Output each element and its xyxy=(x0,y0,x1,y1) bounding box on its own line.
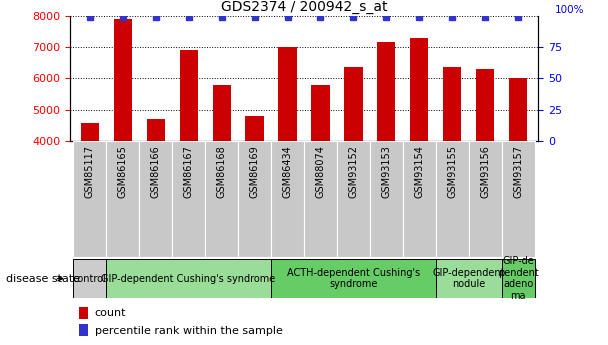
Bar xyxy=(139,141,172,257)
Text: 100%: 100% xyxy=(554,5,584,15)
Bar xyxy=(410,38,429,141)
Bar xyxy=(304,141,337,257)
Bar xyxy=(106,259,271,298)
Text: GSM86169: GSM86169 xyxy=(249,145,260,198)
Bar xyxy=(73,141,106,257)
Text: GSM86165: GSM86165 xyxy=(118,145,128,198)
Bar xyxy=(73,259,106,298)
Text: GIP-dependent
nodule: GIP-dependent nodule xyxy=(433,268,505,289)
Bar xyxy=(469,141,502,257)
Text: GSM93157: GSM93157 xyxy=(513,145,523,198)
Bar xyxy=(311,85,330,141)
Bar xyxy=(179,50,198,141)
Bar xyxy=(502,141,535,257)
Text: GSM93154: GSM93154 xyxy=(415,145,424,198)
Text: GSM86167: GSM86167 xyxy=(184,145,193,198)
Text: GSM86168: GSM86168 xyxy=(216,145,227,198)
Text: control: control xyxy=(73,274,106,284)
Text: GSM86434: GSM86434 xyxy=(283,145,292,198)
Text: GSM93156: GSM93156 xyxy=(480,145,490,198)
Bar xyxy=(79,324,88,336)
Text: ACTH-dependent Cushing's
syndrome: ACTH-dependent Cushing's syndrome xyxy=(287,268,420,289)
Bar xyxy=(436,141,469,257)
Text: GIP-dependent Cushing's syndrome: GIP-dependent Cushing's syndrome xyxy=(102,274,276,284)
Text: count: count xyxy=(95,308,126,318)
Bar xyxy=(344,68,362,141)
Bar xyxy=(106,141,139,257)
Bar xyxy=(476,69,494,141)
Text: GSM93155: GSM93155 xyxy=(447,145,457,198)
Bar xyxy=(278,47,297,141)
Bar xyxy=(246,116,264,141)
Bar xyxy=(436,259,502,298)
Text: GIP-de
pendent
adeno
ma: GIP-de pendent adeno ma xyxy=(498,256,539,301)
Bar xyxy=(238,141,271,257)
Text: GSM88074: GSM88074 xyxy=(316,145,325,198)
Bar xyxy=(213,85,230,141)
Title: GDS2374 / 200942_s_at: GDS2374 / 200942_s_at xyxy=(221,0,387,14)
Text: percentile rank within the sample: percentile rank within the sample xyxy=(95,326,283,335)
Bar xyxy=(337,141,370,257)
Text: disease state: disease state xyxy=(6,274,80,284)
Bar xyxy=(502,259,535,298)
Bar xyxy=(114,19,132,141)
Bar xyxy=(147,119,165,141)
Bar xyxy=(443,68,461,141)
Bar xyxy=(271,141,304,257)
Bar xyxy=(81,122,98,141)
Bar xyxy=(378,42,395,141)
Bar xyxy=(271,259,436,298)
Bar xyxy=(79,307,88,319)
Bar xyxy=(205,141,238,257)
Bar xyxy=(510,79,527,141)
Bar xyxy=(403,141,436,257)
Text: GSM93152: GSM93152 xyxy=(348,145,359,198)
Bar xyxy=(370,141,403,257)
Text: GSM85117: GSM85117 xyxy=(85,145,95,198)
Text: GSM93153: GSM93153 xyxy=(381,145,392,198)
Text: GSM86166: GSM86166 xyxy=(151,145,161,198)
Bar xyxy=(172,141,205,257)
